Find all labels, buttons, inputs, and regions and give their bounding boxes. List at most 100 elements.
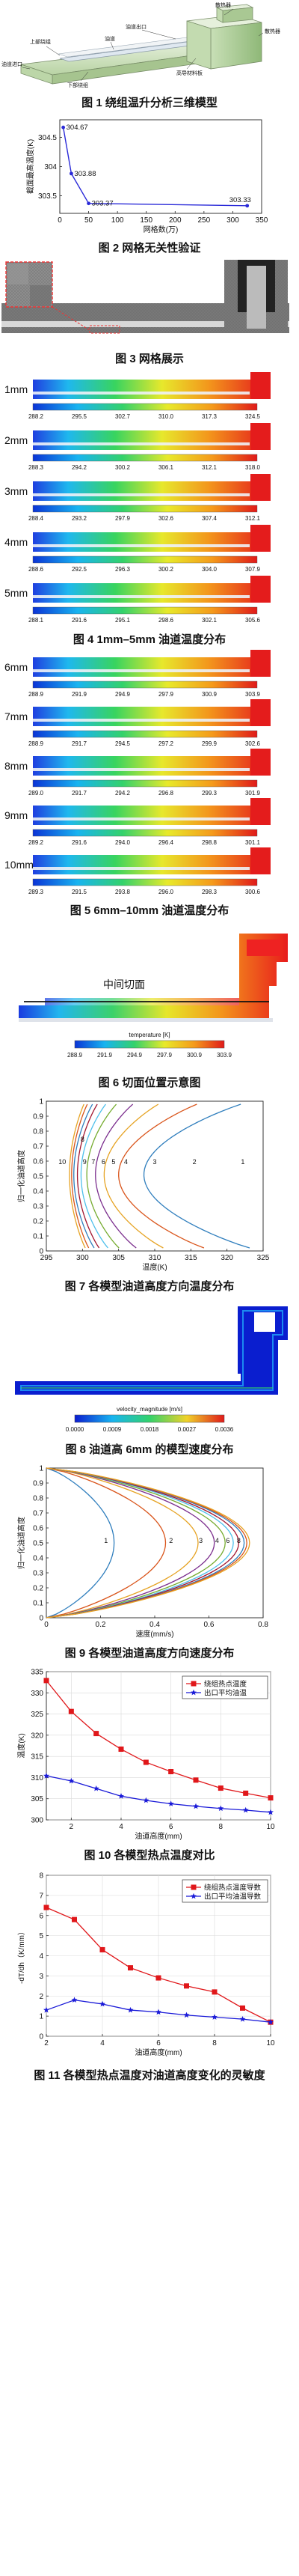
x-tick-label: 6	[156, 2039, 161, 2047]
radiator-hot-block	[250, 576, 271, 603]
data-marker	[240, 2005, 245, 2011]
x-tick-label: 0.2	[96, 1621, 106, 1629]
colorbar-tick: 296.8	[158, 790, 174, 797]
y-tick-label: 310	[31, 1774, 43, 1782]
y-tick-label: 0	[39, 1615, 43, 1623]
temperature-contour-strip	[33, 855, 268, 874]
y-tick-label: 4	[39, 1952, 43, 1961]
oil-duct-band	[33, 817, 250, 820]
duct-height-label: 6mm	[4, 661, 28, 673]
data-label: 303.37	[92, 200, 114, 208]
data-point	[61, 125, 66, 130]
figure-7-caption: 图 7 各模型油道高度方向温度分布	[64, 1280, 235, 1293]
series-label: 4	[124, 1158, 128, 1166]
series-label: 9	[83, 1158, 87, 1166]
colorbar-tick: 324.5	[245, 413, 261, 420]
temperature-contours-6-10mm: 6mm 288.9 291.9 294.9 297.9 300.9 303.9 7mm 288.…	[4, 650, 271, 895]
data-point	[245, 204, 250, 208]
series-line	[46, 1680, 271, 1799]
data-marker	[218, 1805, 224, 1812]
colorbar-tick: 302.7	[115, 413, 131, 420]
data-marker	[183, 2012, 190, 2018]
temperature-profile-line	[69, 1103, 86, 1249]
row-colorbar	[32, 680, 258, 689]
duct-height-label: 10mm	[4, 859, 34, 871]
colorbar-tick: 288.9	[67, 1052, 83, 1059]
temperature-contour-strip	[33, 657, 268, 677]
velocity-colorbar	[74, 1414, 225, 1423]
series-label: 6	[102, 1158, 105, 1166]
radiator-hot-block	[250, 749, 271, 776]
series-label: 3	[199, 1537, 203, 1544]
x-tick-label: 295	[40, 1254, 53, 1262]
data-marker	[99, 1946, 105, 1952]
legend-box	[182, 1879, 268, 1903]
y-tick-label: 0.6	[33, 1158, 43, 1166]
series-line	[46, 1775, 271, 1813]
colorbar-tick: 300.9	[187, 1052, 203, 1059]
y-tick-label: 0.6	[33, 1525, 43, 1533]
colorbar-tick: 302.1	[202, 617, 218, 624]
figure-5-temperature-6-10mm: 6mm 288.9 291.9 294.9 297.9 300.9 303.9 7mm 288.…	[0, 650, 299, 919]
colorbar-tick: 291.9	[72, 691, 87, 698]
temperature-contour-strip	[33, 532, 268, 552]
temperature-contour-strip	[33, 583, 268, 603]
x-tick-label: 300	[76, 1254, 89, 1262]
colorbar-tick: 298.3	[202, 889, 218, 895]
x-tick-label: 6	[169, 1823, 173, 1831]
temperature-contours-1-5mm: 1mm 288.2 295.5 302.7 310.0 317.3 324.5 2mm 288.…	[4, 372, 271, 624]
colorbar-tick: 293.2	[72, 515, 87, 522]
sensitivity-chart: 2 4 6 8 10 0 1 2 3 4 5 6 7 8 油道高度(mm) -dT/dh（K/mm） 绕组热点温…	[17, 1872, 275, 2058]
data-label: 304.67	[67, 124, 88, 132]
data-marker	[155, 1975, 161, 1981]
radiator-hot-block	[250, 798, 271, 825]
data-marker	[193, 1803, 199, 1809]
figure-9-caption: 图 9 各模型油道高度方向速度分布	[64, 1647, 235, 1660]
x-tick-label: 250	[198, 216, 211, 225]
x-tick-label: 325	[257, 1254, 270, 1262]
colorbar-tick: 297.9	[158, 691, 174, 698]
temperature-contour-strip	[33, 481, 268, 501]
x-axis-label: 温度(K)	[142, 1262, 167, 1272]
x-tick-label: 2	[44, 2039, 49, 2047]
duct-height-label: 9mm	[4, 809, 28, 821]
y-tick-label: 300	[31, 1817, 43, 1825]
data-marker	[239, 2016, 246, 2022]
x-tick-label: 4	[100, 2039, 105, 2047]
colorbar-tick: 299.9	[202, 740, 218, 747]
data-point	[87, 201, 90, 206]
colorbar-tick: 300.9	[202, 691, 218, 698]
label-duct: 油道	[105, 35, 115, 42]
x-tick-label: 300	[226, 216, 239, 225]
oil-duct-band	[33, 719, 250, 722]
y-tick-label: 305	[31, 1795, 43, 1803]
y-axis-label: 截面最高温度(K)	[25, 139, 35, 194]
figure-5-caption: 图 5 6mm–10mm 油道温度分布	[70, 904, 229, 917]
series-label: 1	[104, 1537, 108, 1544]
y-tick-label: 0.2	[33, 1585, 43, 1593]
hotspot-temperature-chart: 2 4 6 8 10 300 305 310 315 320 325 330 335 油道高度(mm) 温度…	[16, 1669, 275, 1842]
temperature-profile-line	[86, 1103, 120, 1249]
label-upper-winding: 上部绕组	[30, 38, 51, 45]
duct-height-label: 7mm	[4, 710, 28, 722]
y-tick-label: 0.1	[33, 1600, 43, 1608]
colorbar-tick: 291.7	[72, 790, 87, 797]
radiator-hot-block	[250, 699, 271, 726]
velocity-profile-line	[46, 1467, 199, 1619]
data-marker	[93, 1785, 99, 1791]
oil-duct-band	[33, 493, 250, 496]
data-marker	[184, 1983, 189, 1989]
data-marker	[191, 1893, 197, 1899]
y-tick-label: 6	[39, 1912, 43, 1920]
x-tick-label: 0.6	[204, 1621, 215, 1629]
duct-height-label: 5mm	[4, 587, 28, 599]
temperature-profile-line	[76, 1103, 100, 1249]
colorbar-tick: 298.8	[202, 839, 218, 846]
colorbar-tick: 291.9	[97, 1052, 113, 1059]
velocity-profile-line	[46, 1467, 167, 1619]
oil-duct-band	[33, 442, 250, 445]
temperature-contour-strip	[33, 430, 268, 450]
data-marker	[193, 1777, 199, 1783]
radiator-hot-block	[250, 525, 271, 552]
data-marker	[191, 1689, 197, 1696]
